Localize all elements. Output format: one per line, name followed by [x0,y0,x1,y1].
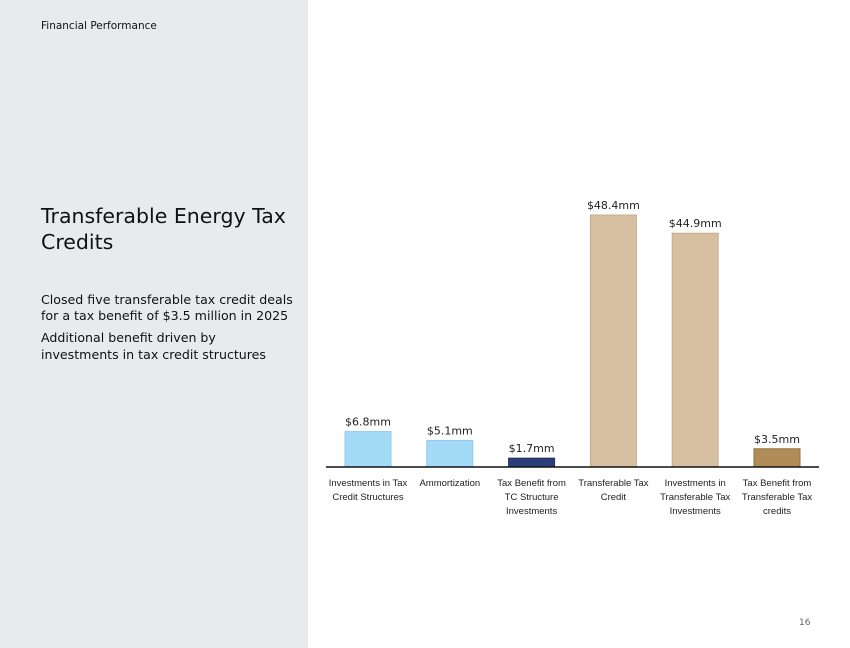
chart-bars [344,214,801,468]
category-label-5: Tax Benefit from Transferable Tax credits [742,478,812,517]
category-label-line: Ammortization [419,478,480,489]
category-label-line: Transferable Tax [578,478,648,489]
category-label-line: Transferable Tax [742,492,812,503]
category-label-line: Credit Structures [332,492,404,503]
category-label-3: Transferable Tax Credit [578,478,648,503]
bullet-item: Additional benefit driven by investments… [41,330,266,362]
bar-5 [753,448,801,468]
category-label-line: TC Structure [505,492,559,503]
bar-2 [508,457,556,468]
bar-1 [426,439,474,468]
slide-title: Transferable Energy Tax Credits [41,204,286,254]
bar-4 [671,232,719,468]
value-label-2: $1.7mm [509,442,555,455]
bar-0 [344,431,392,468]
left-panel [0,0,308,648]
value-label-1: $5.1mm [427,424,473,437]
category-label-4: Investments in Transferable Tax Investment… [660,478,730,517]
value-label-3: $48.4mm [587,199,640,212]
value-label-5: $3.5mm [754,433,800,446]
bullet-list: Closed five transferable tax credit deal… [41,292,296,369]
bullet-item: Closed five transferable tax credit deal… [41,292,293,324]
category-label-line: Investments [506,506,557,517]
category-label-2: Tax Benefit from TC Structure Investments [497,478,566,517]
category-label-line: Credit [601,492,627,503]
page-number: 16 [799,618,811,628]
category-label-line: Investments in Tax [329,478,408,489]
category-label-line: Investments in [665,478,726,489]
value-label-0: $6.8mm [345,416,391,429]
section-label: Financial Performance [41,20,157,32]
chart-labels: $6.8mm Investments in Tax Credit Structure… [329,199,813,517]
value-label-4: $44.9mm [669,217,722,230]
category-label-line: Tax Benefit from [743,478,812,489]
category-label-line: Transferable Tax [660,492,730,503]
category-label-line: Investments [670,506,721,517]
category-label-line: credits [763,506,791,517]
category-label-line: Tax Benefit from [497,478,566,489]
category-label-1: Ammortization [419,478,480,489]
bar-3 [589,214,637,468]
category-label-0: Investments in Tax Credit Structures [329,478,408,503]
